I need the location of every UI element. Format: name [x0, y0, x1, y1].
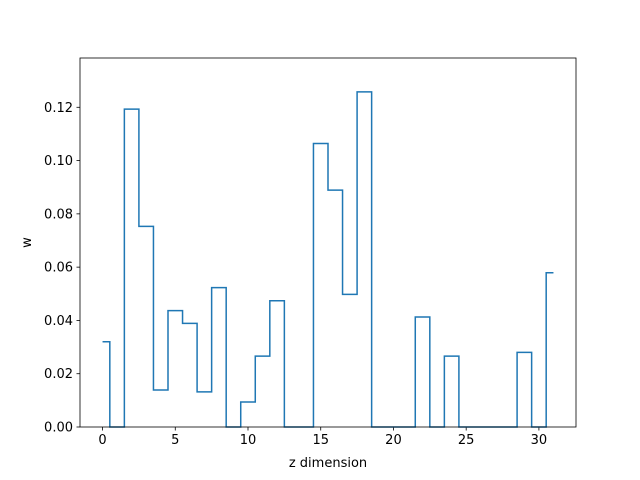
x-tick-label: 25 — [458, 433, 475, 448]
y-tick-label: 0.02 — [44, 367, 73, 382]
x-tick-label: 15 — [312, 433, 329, 448]
x-tick-label: 20 — [385, 433, 402, 448]
y-tick-label: 0.08 — [44, 207, 73, 222]
x-axis-label: z dimension — [289, 456, 367, 471]
x-tick-label: 30 — [531, 433, 548, 448]
y-tick-label: 0.06 — [44, 261, 73, 276]
y-tick-label: 0.04 — [44, 314, 73, 329]
axes-frame — [79, 57, 577, 428]
x-tick-label: 0 — [98, 433, 106, 448]
y-tick-label: 0.10 — [44, 154, 73, 169]
x-tick-label: 10 — [240, 433, 257, 448]
y-tick-label: 0.12 — [44, 101, 73, 116]
x-tick-label: 5 — [171, 433, 179, 448]
y-axis-label: w — [20, 237, 35, 248]
y-tick-label: 0.00 — [44, 421, 73, 436]
ticks-layer: 0 5 10 15 20 25 30 0.00 0.02 0.04 0.06 0.08 0.10 0.12 — [44, 101, 547, 448]
